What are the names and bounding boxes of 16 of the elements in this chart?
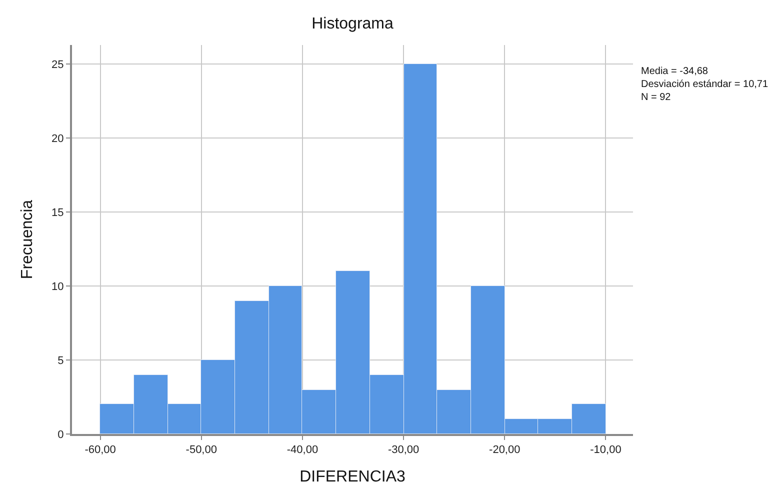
x-tick-label: -50,00 [186, 444, 217, 456]
text: Media = -34,68 Desviación estándar = 10,71 N = 92 [641, 66, 768, 103]
x-tick-label: -20,00 [489, 444, 520, 456]
y-tick-label: 20 [52, 133, 64, 146]
x-tick-label: -60,00 [84, 444, 116, 456]
chart-title: Histograma [312, 15, 394, 32]
x-tick-label: -40,00 [286, 444, 318, 456]
x-tick-label: -10,00 [590, 444, 622, 456]
y-tick-label: 25 [52, 59, 64, 72]
y-tick-label: 10 [52, 280, 64, 293]
x-axis-title: DIFERENCIA3 [300, 468, 406, 486]
y-axis-title: Frecuencia [18, 200, 36, 280]
y-tick-label: 0 [58, 428, 64, 441]
y-tick-label: 15 [52, 206, 64, 219]
x-tick-label: -30,00 [388, 444, 420, 456]
y-tick-label: 5 [58, 354, 64, 367]
